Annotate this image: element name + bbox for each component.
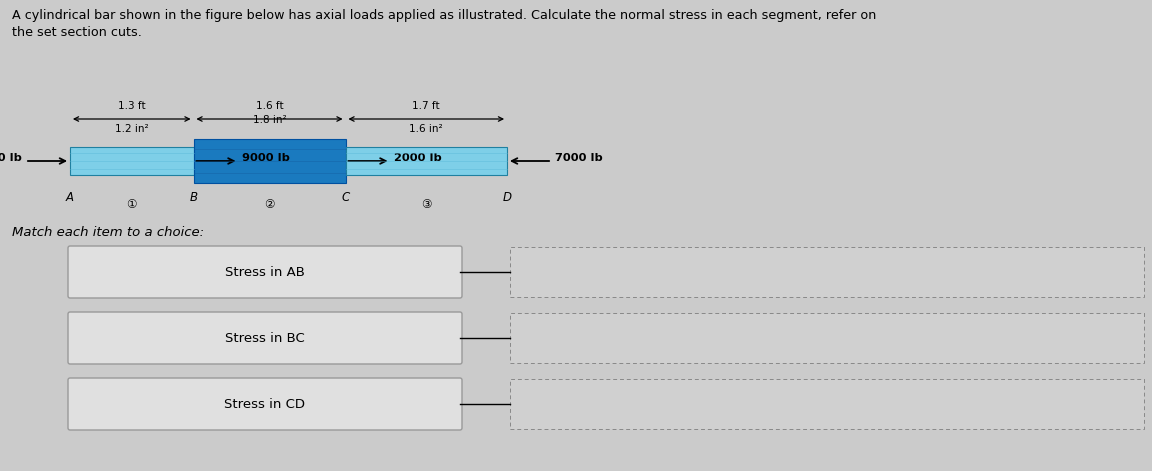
Bar <box>510 379 1144 429</box>
Text: 2000 lb: 2000 lb <box>394 153 441 163</box>
Text: 1.8 in²: 1.8 in² <box>252 115 287 125</box>
Text: 1.7 ft: 1.7 ft <box>412 101 440 111</box>
Text: 9000 lb: 9000 lb <box>242 153 289 163</box>
Text: B: B <box>189 191 197 204</box>
Text: Stress in AB: Stress in AB <box>225 266 305 278</box>
Bar <box>510 247 1144 297</box>
Bar <box>510 313 1144 363</box>
Text: ③: ③ <box>420 198 432 211</box>
Text: A cylindrical bar shown in the figure below has axial loads applied as illustrat: A cylindrical bar shown in the figure be… <box>12 9 877 22</box>
Bar <box>194 139 346 183</box>
Text: ②: ② <box>264 198 274 211</box>
Text: the set section cuts.: the set section cuts. <box>12 26 142 39</box>
Text: 4000 lb: 4000 lb <box>0 153 22 163</box>
Text: 7000 lb: 7000 lb <box>555 153 602 163</box>
Text: A: A <box>66 191 74 204</box>
FancyBboxPatch shape <box>68 378 462 430</box>
Text: Stress in CD: Stress in CD <box>225 398 305 411</box>
Text: C: C <box>341 191 349 204</box>
Bar <box>346 147 507 175</box>
Text: D: D <box>502 191 511 204</box>
Text: Match each item to a choice:: Match each item to a choice: <box>12 226 204 239</box>
Text: ①: ① <box>127 198 137 211</box>
Text: 1.6 ft: 1.6 ft <box>256 101 283 111</box>
Text: 1.3 ft: 1.3 ft <box>118 101 145 111</box>
FancyBboxPatch shape <box>68 246 462 298</box>
Bar <box>70 147 194 175</box>
Text: 1.6 in²: 1.6 in² <box>409 124 444 134</box>
Text: 1.2 in²: 1.2 in² <box>115 124 149 134</box>
Text: Stress in BC: Stress in BC <box>225 332 305 344</box>
FancyBboxPatch shape <box>68 312 462 364</box>
